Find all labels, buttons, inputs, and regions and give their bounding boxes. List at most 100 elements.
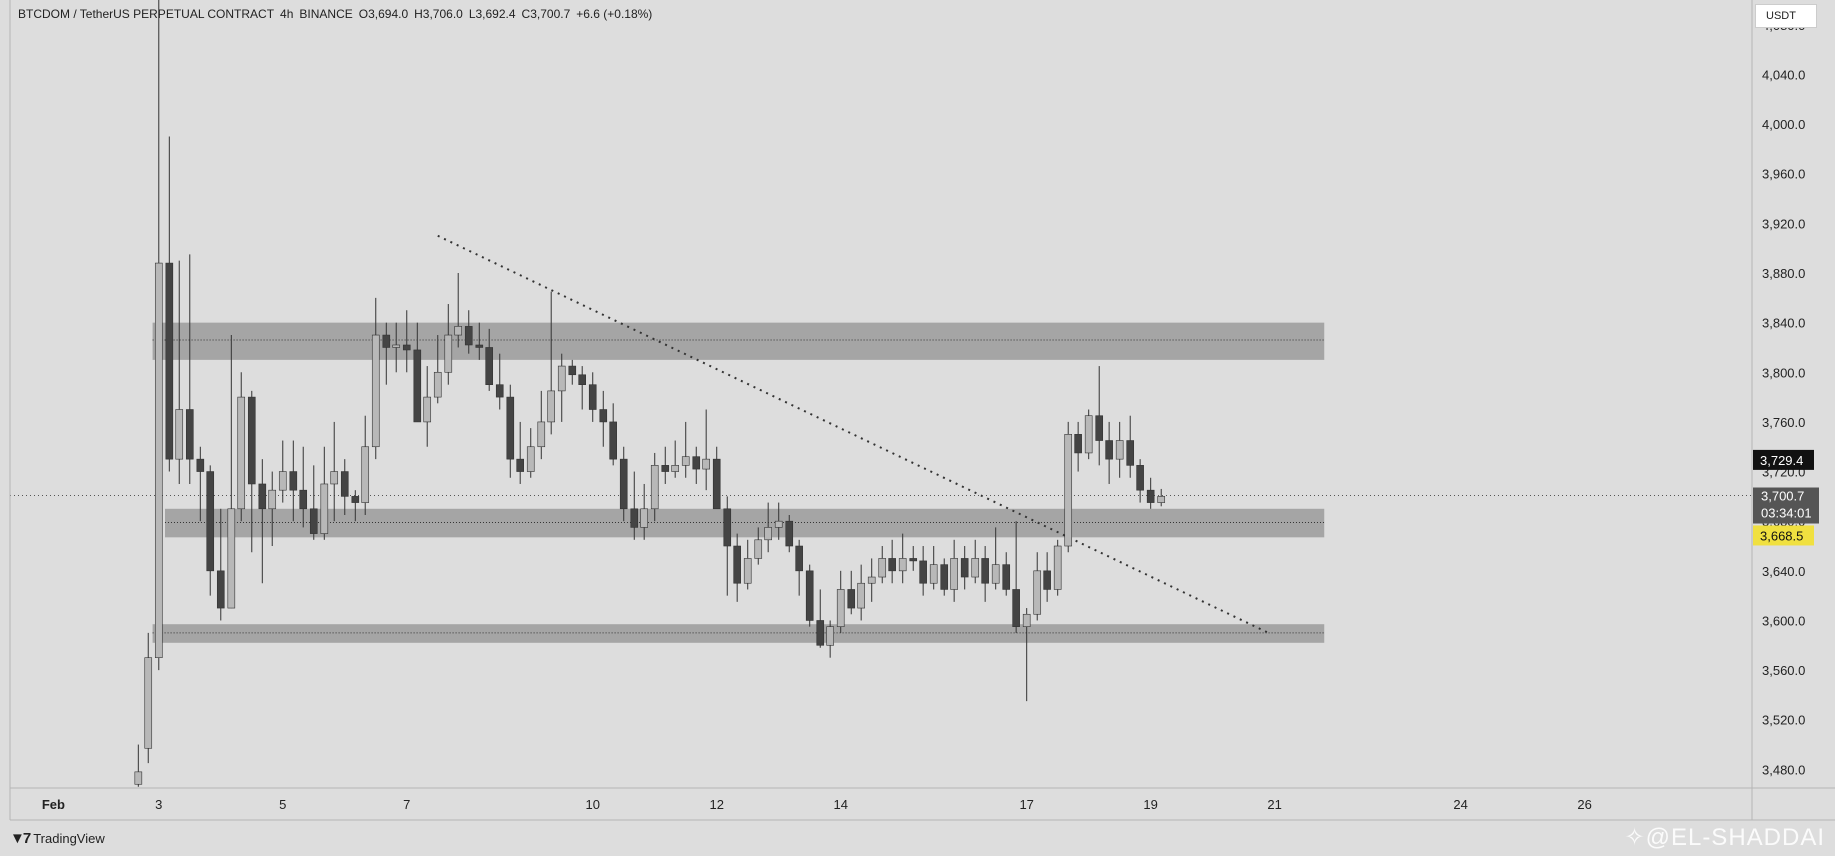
time-tick-label: 12 (709, 797, 723, 812)
brand-name: TradingView (33, 831, 105, 846)
candle-67 (826, 620, 834, 658)
candle-80 (960, 546, 969, 590)
candle-body (805, 570, 814, 621)
candle-68 (836, 570, 845, 633)
candle-body (1095, 415, 1104, 441)
candle-body (485, 347, 494, 385)
price-tag-black-label: 3,729.4 (1760, 453, 1803, 468)
candle-body (1022, 613, 1031, 627)
interval[interactable]: 4h (280, 7, 294, 21)
candle-73 (888, 539, 896, 584)
candle-body (971, 558, 980, 578)
candle-body (743, 558, 752, 584)
candle-95 (1115, 421, 1124, 478)
candle-body (547, 390, 555, 423)
candle-body (795, 545, 803, 572)
candle-82 (981, 546, 989, 602)
candle-2 (154, 0, 163, 671)
price-axis[interactable]: 4,080.04,040.04,000.03,960.03,920.03,880… (1762, 18, 1805, 778)
time-tick-label: 19 (1143, 797, 1157, 812)
candle-body (144, 657, 153, 749)
price-tick-label: 4,040.0 (1762, 67, 1805, 82)
symbol-header: BTCDOM / TetherUS PERPETUAL CONTRACT 4h BI… (18, 7, 658, 21)
candle-65 (805, 564, 814, 627)
candle-body (836, 589, 845, 627)
candle-72 (878, 546, 887, 584)
time-axis[interactable]: Feb 3 5 7 10 12 14 17 19 21 24 26 (42, 797, 1592, 812)
symbol-name[interactable]: BTCDOM / TetherUS PERPETUAL CONTRACT (18, 7, 275, 21)
candle-body (371, 334, 380, 448)
candle-61 (764, 502, 772, 553)
candle-body (165, 262, 174, 460)
candle-44 (588, 372, 597, 422)
candle-4 (175, 260, 184, 484)
candle-12 (258, 459, 267, 584)
candle-38 (526, 428, 535, 478)
ohlc-change: +6.6 (+0.18%) (576, 7, 653, 21)
candle-32 (464, 310, 473, 354)
candle-28 (423, 366, 432, 447)
candle-37 (516, 421, 525, 484)
ohlc-high: H3,706.0 (414, 7, 463, 21)
candle-body (929, 564, 938, 584)
time-tick-label: 14 (833, 797, 847, 812)
candle-body (826, 626, 834, 646)
currency-button[interactable]: USDT (1755, 4, 1817, 28)
ohlc-open: O3,694.0 (358, 7, 409, 21)
candle-body (1105, 440, 1113, 460)
ohlc-low: L3,692.4 (468, 7, 516, 21)
candle-body (950, 558, 958, 590)
candle-body (702, 458, 710, 470)
price-tick-label: 3,800.0 (1762, 365, 1805, 380)
candle-31 (454, 273, 463, 348)
price-tick-label: 3,960.0 (1762, 167, 1805, 182)
candle-62 (774, 502, 783, 540)
candle-body (289, 471, 298, 491)
candle-body (1126, 440, 1135, 466)
candle-body (1064, 434, 1073, 547)
price-tick-label: 3,640.0 (1762, 564, 1805, 579)
candle-body (216, 570, 225, 609)
candle-14 (278, 440, 287, 503)
candle-body (898, 558, 907, 572)
candle-body (1053, 545, 1062, 590)
candle-88 (1043, 552, 1051, 602)
candle-body (630, 508, 639, 528)
candle-20 (340, 459, 349, 515)
candle-body (960, 558, 969, 578)
candle-33 (475, 322, 484, 360)
price-tick-label: 3,880.0 (1762, 266, 1805, 281)
time-tick-label: 7 (403, 797, 410, 812)
candle-60 (754, 527, 763, 565)
candle-97 (1136, 459, 1144, 503)
time-tick-label: 21 (1267, 797, 1281, 812)
candle-24 (382, 322, 391, 385)
candle-body (237, 396, 246, 510)
time-tick-label: 5 (279, 797, 286, 812)
candle-93 (1095, 366, 1104, 466)
footer-brand[interactable]: ▼7 TradingView (10, 830, 105, 847)
price-tag-black: 3,729.4 (1753, 449, 1814, 470)
candle-63 (785, 514, 794, 553)
price-tag-yellow: 3,668.5 (1753, 525, 1814, 546)
price-tag-countdown: 03:34:01 (1761, 506, 1812, 521)
candle-body (299, 489, 308, 510)
candle-29 (433, 335, 442, 404)
candle-34 (485, 328, 494, 391)
candle-body (588, 384, 597, 410)
candle-69 (847, 570, 856, 615)
candle-98 (1146, 477, 1155, 509)
candle-body (909, 558, 918, 562)
candle-66 (816, 589, 825, 648)
candle-58 (733, 533, 741, 602)
tradingview-logo-icon: ▼7 (10, 830, 31, 847)
zone-1 (152, 322, 1325, 360)
candle-body (681, 456, 690, 466)
exchange: BINANCE (299, 7, 353, 21)
candle-21 (351, 490, 360, 522)
supply-demand-zones (152, 322, 1325, 643)
candle-13 (268, 471, 277, 547)
time-tick-label: Feb (42, 797, 65, 812)
candle-45 (599, 390, 608, 447)
